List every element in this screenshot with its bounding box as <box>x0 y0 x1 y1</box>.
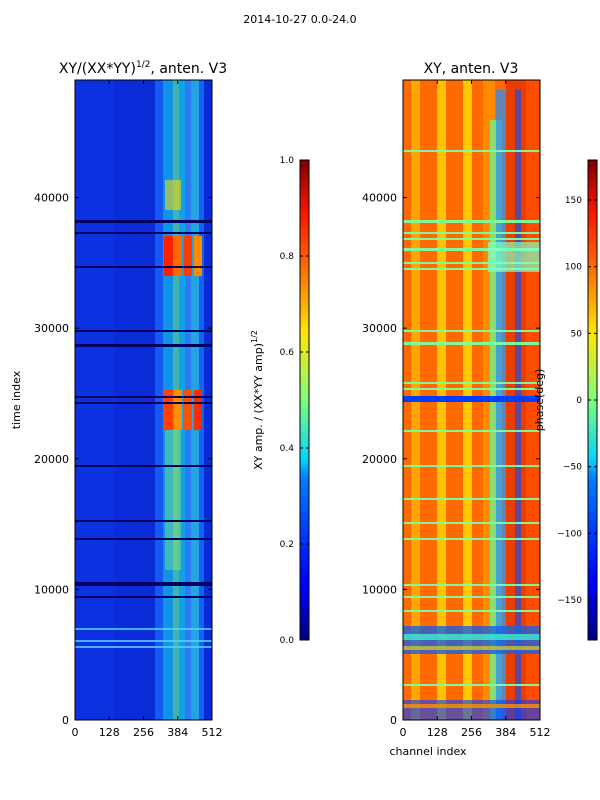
phase-x-tick-label: 128 <box>427 726 448 739</box>
amplitude-x-tick-label: 128 <box>99 726 120 739</box>
figure-suptitle: 2014-10-27 0.0-24.0 <box>243 13 357 26</box>
amplitude-colorbar-tick-label: 0.8 <box>280 252 295 262</box>
phase-x-axis-label: channel index <box>389 745 467 758</box>
amplitude-colorbar-tick-label: 0.0 <box>280 636 295 646</box>
amplitude-colorbar-tick-label: 0.2 <box>280 540 294 550</box>
amplitude-heatmap-panel: XY/(XX*YY)1/2, anten. V3 <box>10 60 227 739</box>
phase-y-tick-label: 20000 <box>362 453 397 466</box>
amplitude-colorbar: 0.0 0.2 0.4 0.6 0.8 1.0 XY amp. / (XX*YY amp)… <box>250 156 310 646</box>
amplitude-y-tick-label: 0 <box>62 714 69 727</box>
phase-colorbar-tick-label: 100 <box>565 263 582 273</box>
phase-colorbar-tick-label: 150 <box>565 196 582 206</box>
amplitude-heatmap-image <box>75 80 212 720</box>
amplitude-x-tick-label: 0 <box>72 726 79 739</box>
phase-x-tick-label: 384 <box>495 726 516 739</box>
phase-x-tick-label: 0 <box>400 726 407 739</box>
phase-panel-title: XY, anten. V3 <box>424 61 519 77</box>
amplitude-y-tick-label: 40000 <box>34 192 69 205</box>
amplitude-x-tick-label: 512 <box>202 726 223 739</box>
amplitude-colorbar-tick-label: 0.6 <box>280 348 295 358</box>
amplitude-colorbar-label: XY amp. / (XX*YY amp)1/2 <box>250 330 265 470</box>
phase-heatmap-image <box>403 80 540 720</box>
phase-x-tick-label: 256 <box>461 726 482 739</box>
phase-colorbar: 150 100 50 0 −50 −100 −150 phase(deg) <box>533 159 598 641</box>
phase-colorbar-tick-label: 50 <box>571 329 583 339</box>
amplitude-y-tick-label: 10000 <box>34 583 69 596</box>
amplitude-axis-ticks: 0 128 256 384 512 0 10000 20000 30000 40000 <box>34 80 223 739</box>
phase-colorbar-ticks: 150 100 50 0 −50 −100 −150 <box>557 196 597 606</box>
phase-y-tick-label: 40000 <box>362 192 397 205</box>
amplitude-x-tick-label: 256 <box>133 726 154 739</box>
amplitude-colorbar-ticks: 0.0 0.2 0.4 0.6 0.8 1.0 <box>280 156 309 646</box>
amplitude-panel-title: XY/(XX*YY)1/2, anten. V3 <box>59 60 227 77</box>
phase-y-tick-label: 30000 <box>362 322 397 335</box>
phase-axis-ticks: 0 128 256 384 512 0 10000 20000 30000 40000 <box>362 80 551 739</box>
amplitude-colorbar-gradient <box>299 159 310 641</box>
amplitude-colorbar-tick-label: 0.4 <box>280 444 295 454</box>
amplitude-y-tick-label: 30000 <box>34 322 69 335</box>
amplitude-y-tick-label: 20000 <box>34 453 69 466</box>
amplitude-x-tick-label: 384 <box>167 726 188 739</box>
phase-colorbar-tick-label: −50 <box>563 463 582 473</box>
phase-colorbar-tick-label: −100 <box>557 529 582 539</box>
phase-heatmap-panel: XY, anten. V3 <box>362 61 551 758</box>
phase-colorbar-tick-label: 0 <box>576 396 582 406</box>
phase-colorbar-label: phase(deg) <box>533 369 546 432</box>
phase-colorbar-tick-label: −150 <box>557 596 582 606</box>
amplitude-colorbar-tick-label: 1.0 <box>280 156 295 166</box>
amplitude-y-axis-label: time index <box>10 370 23 429</box>
phase-y-tick-label: 10000 <box>362 583 397 596</box>
phase-x-tick-label: 512 <box>530 726 551 739</box>
phase-y-tick-label: 0 <box>390 714 397 727</box>
